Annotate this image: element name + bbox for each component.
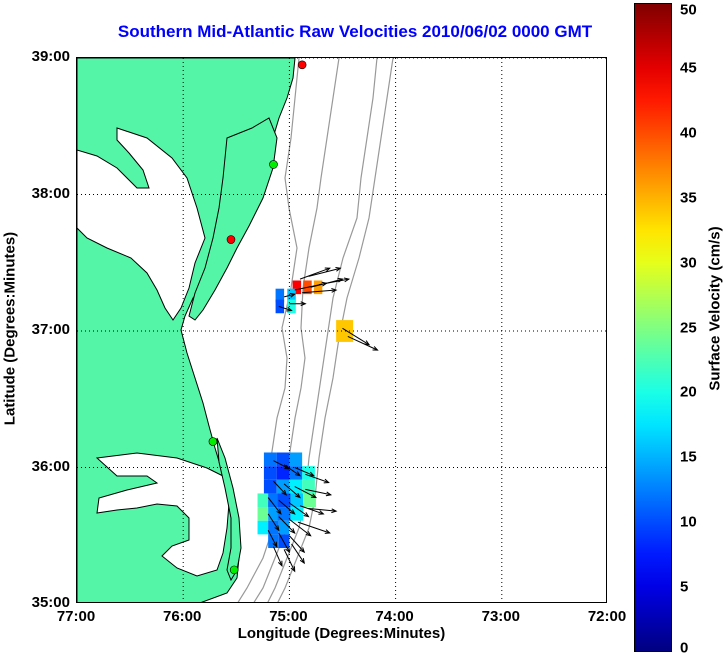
- map-plot-area: [76, 57, 607, 603]
- colorbar-tick-label: 20: [680, 383, 697, 401]
- velocity-arrow: [283, 292, 296, 298]
- y-tick-label: 37:00: [31, 321, 70, 338]
- velocity-cell: [276, 466, 290, 480]
- colorbar-tick-label: 30: [680, 254, 697, 272]
- station-marker: [229, 565, 239, 575]
- x-tick-label: 77:00: [56, 608, 96, 625]
- depth-contour: [267, 58, 378, 602]
- station-marker: [297, 60, 307, 70]
- bathymetry-contours: [237, 58, 394, 602]
- velocity-cell: [263, 452, 277, 467]
- velocity-arrow: [289, 301, 307, 307]
- velocity-arrow: [302, 288, 338, 294]
- velocity-arrow: [291, 543, 305, 565]
- velocity-vectors: [267, 266, 379, 573]
- velocity-cell: [263, 479, 277, 494]
- station-marker: [269, 160, 278, 169]
- velocity-arrow: [319, 277, 351, 286]
- velocity-arrow: [278, 516, 296, 534]
- velocity-arrow: [289, 535, 306, 554]
- velocity-cell: [263, 466, 277, 480]
- map-svg: [77, 58, 606, 602]
- y-tick-label: 36:00: [31, 457, 70, 475]
- colorbar-tick-label: 25: [680, 319, 697, 336]
- x-tick-label: 72:00: [587, 608, 627, 625]
- chesapeake-bay: [77, 127, 206, 321]
- depth-contour: [277, 58, 394, 602]
- velocity-arrow: [267, 497, 282, 515]
- velocity-arrow: [289, 502, 310, 518]
- colorbar-tick-label: 40: [680, 124, 697, 142]
- velocity-arrow: [308, 266, 342, 277]
- velocity-cell: [276, 479, 290, 494]
- velocity-cell: [302, 479, 315, 494]
- colorbar-tick-label: 0: [680, 639, 689, 657]
- velocity-cell: [278, 520, 290, 535]
- y-axis-label: Latitude (Degrees:Minutes): [1, 231, 19, 426]
- colorbar-tick-label: 35: [680, 189, 697, 207]
- station-marker: [226, 235, 236, 244]
- velocity-arrow: [283, 464, 302, 477]
- colorbar-tick-label: 15: [680, 448, 697, 466]
- velocity-cell: [278, 534, 290, 549]
- x-tick-label: 76:00: [163, 608, 202, 625]
- y-tick-label: 39:00: [31, 48, 70, 65]
- velocity-arrow: [299, 505, 325, 515]
- y-tick-label: 38:00: [31, 184, 70, 202]
- velocity-arrow: [273, 546, 283, 567]
- colorbar: [634, 3, 672, 652]
- velocity-cell: [290, 507, 304, 521]
- velocity-cell: [336, 320, 354, 342]
- velocity-cell: [287, 288, 296, 303]
- colorbar-tick-label: 5: [680, 578, 689, 596]
- velocity-arrow: [278, 532, 291, 554]
- station-marker: [208, 437, 218, 446]
- velocity-cell: [287, 299, 296, 314]
- velocity-arrow: [305, 473, 330, 484]
- velocity-cell: [257, 507, 269, 521]
- velocity-arrow: [283, 483, 301, 499]
- velocity-cell: [275, 288, 285, 303]
- grid-lines: [77, 58, 606, 602]
- velocity-arrow: [267, 530, 278, 548]
- velocity-arrow: [297, 521, 331, 534]
- velocity-cell: [277, 507, 291, 521]
- eastern-shore: [188, 117, 278, 321]
- colorbar-label: Surface Velocity (cm/s): [706, 226, 724, 391]
- velocity-arrow: [267, 513, 280, 532]
- velocity-arrow: [347, 336, 379, 351]
- velocity-cell: [268, 520, 279, 535]
- y-tick-label: 35:00: [31, 594, 70, 611]
- velocity-arrow: [273, 480, 288, 496]
- velocity-arrow: [299, 267, 331, 280]
- radar-stations: [208, 60, 307, 575]
- x-tick-label: 73:00: [481, 608, 520, 625]
- velocity-cell: [289, 452, 303, 467]
- x-tick-label: 74:00: [375, 608, 414, 625]
- velocity-arrow: [289, 518, 312, 537]
- velocity-cell: [313, 280, 323, 295]
- velocity-arrow: [342, 327, 371, 346]
- velocity-cell: [257, 520, 269, 535]
- map-title: Southern Mid-Atlantic Raw Velocities 201…: [117, 22, 593, 41]
- outer-banks: [216, 437, 242, 582]
- x-axis-label: Longitude (Degrees:Minutes): [237, 625, 446, 642]
- velocity-arrow: [283, 549, 296, 573]
- velocity-arrow: [308, 507, 338, 514]
- colorbar-tick-label: 45: [680, 59, 697, 77]
- colorbar-tick-label: 50: [680, 1, 697, 19]
- velocity-arrow: [278, 305, 293, 312]
- velocity-cell: [276, 452, 290, 467]
- velocity-cell: [277, 493, 291, 508]
- velocity-cell: [257, 493, 269, 508]
- velocity-arrow: [305, 488, 333, 497]
- velocity-arrow: [278, 499, 296, 515]
- colorbar-tick-label: 10: [680, 513, 697, 531]
- velocity-cell: [292, 280, 302, 295]
- velocity-arrow: [294, 486, 318, 499]
- velocity-cell: [268, 507, 279, 521]
- x-tick-label: 75:00: [269, 608, 308, 625]
- velocity-cell: [268, 493, 279, 508]
